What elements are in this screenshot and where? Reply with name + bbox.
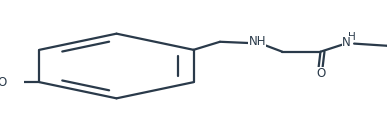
Text: H: H <box>348 32 356 42</box>
Text: NH: NH <box>248 35 266 48</box>
Text: N: N <box>342 36 351 49</box>
Text: O: O <box>316 67 325 80</box>
Text: O: O <box>0 76 6 89</box>
